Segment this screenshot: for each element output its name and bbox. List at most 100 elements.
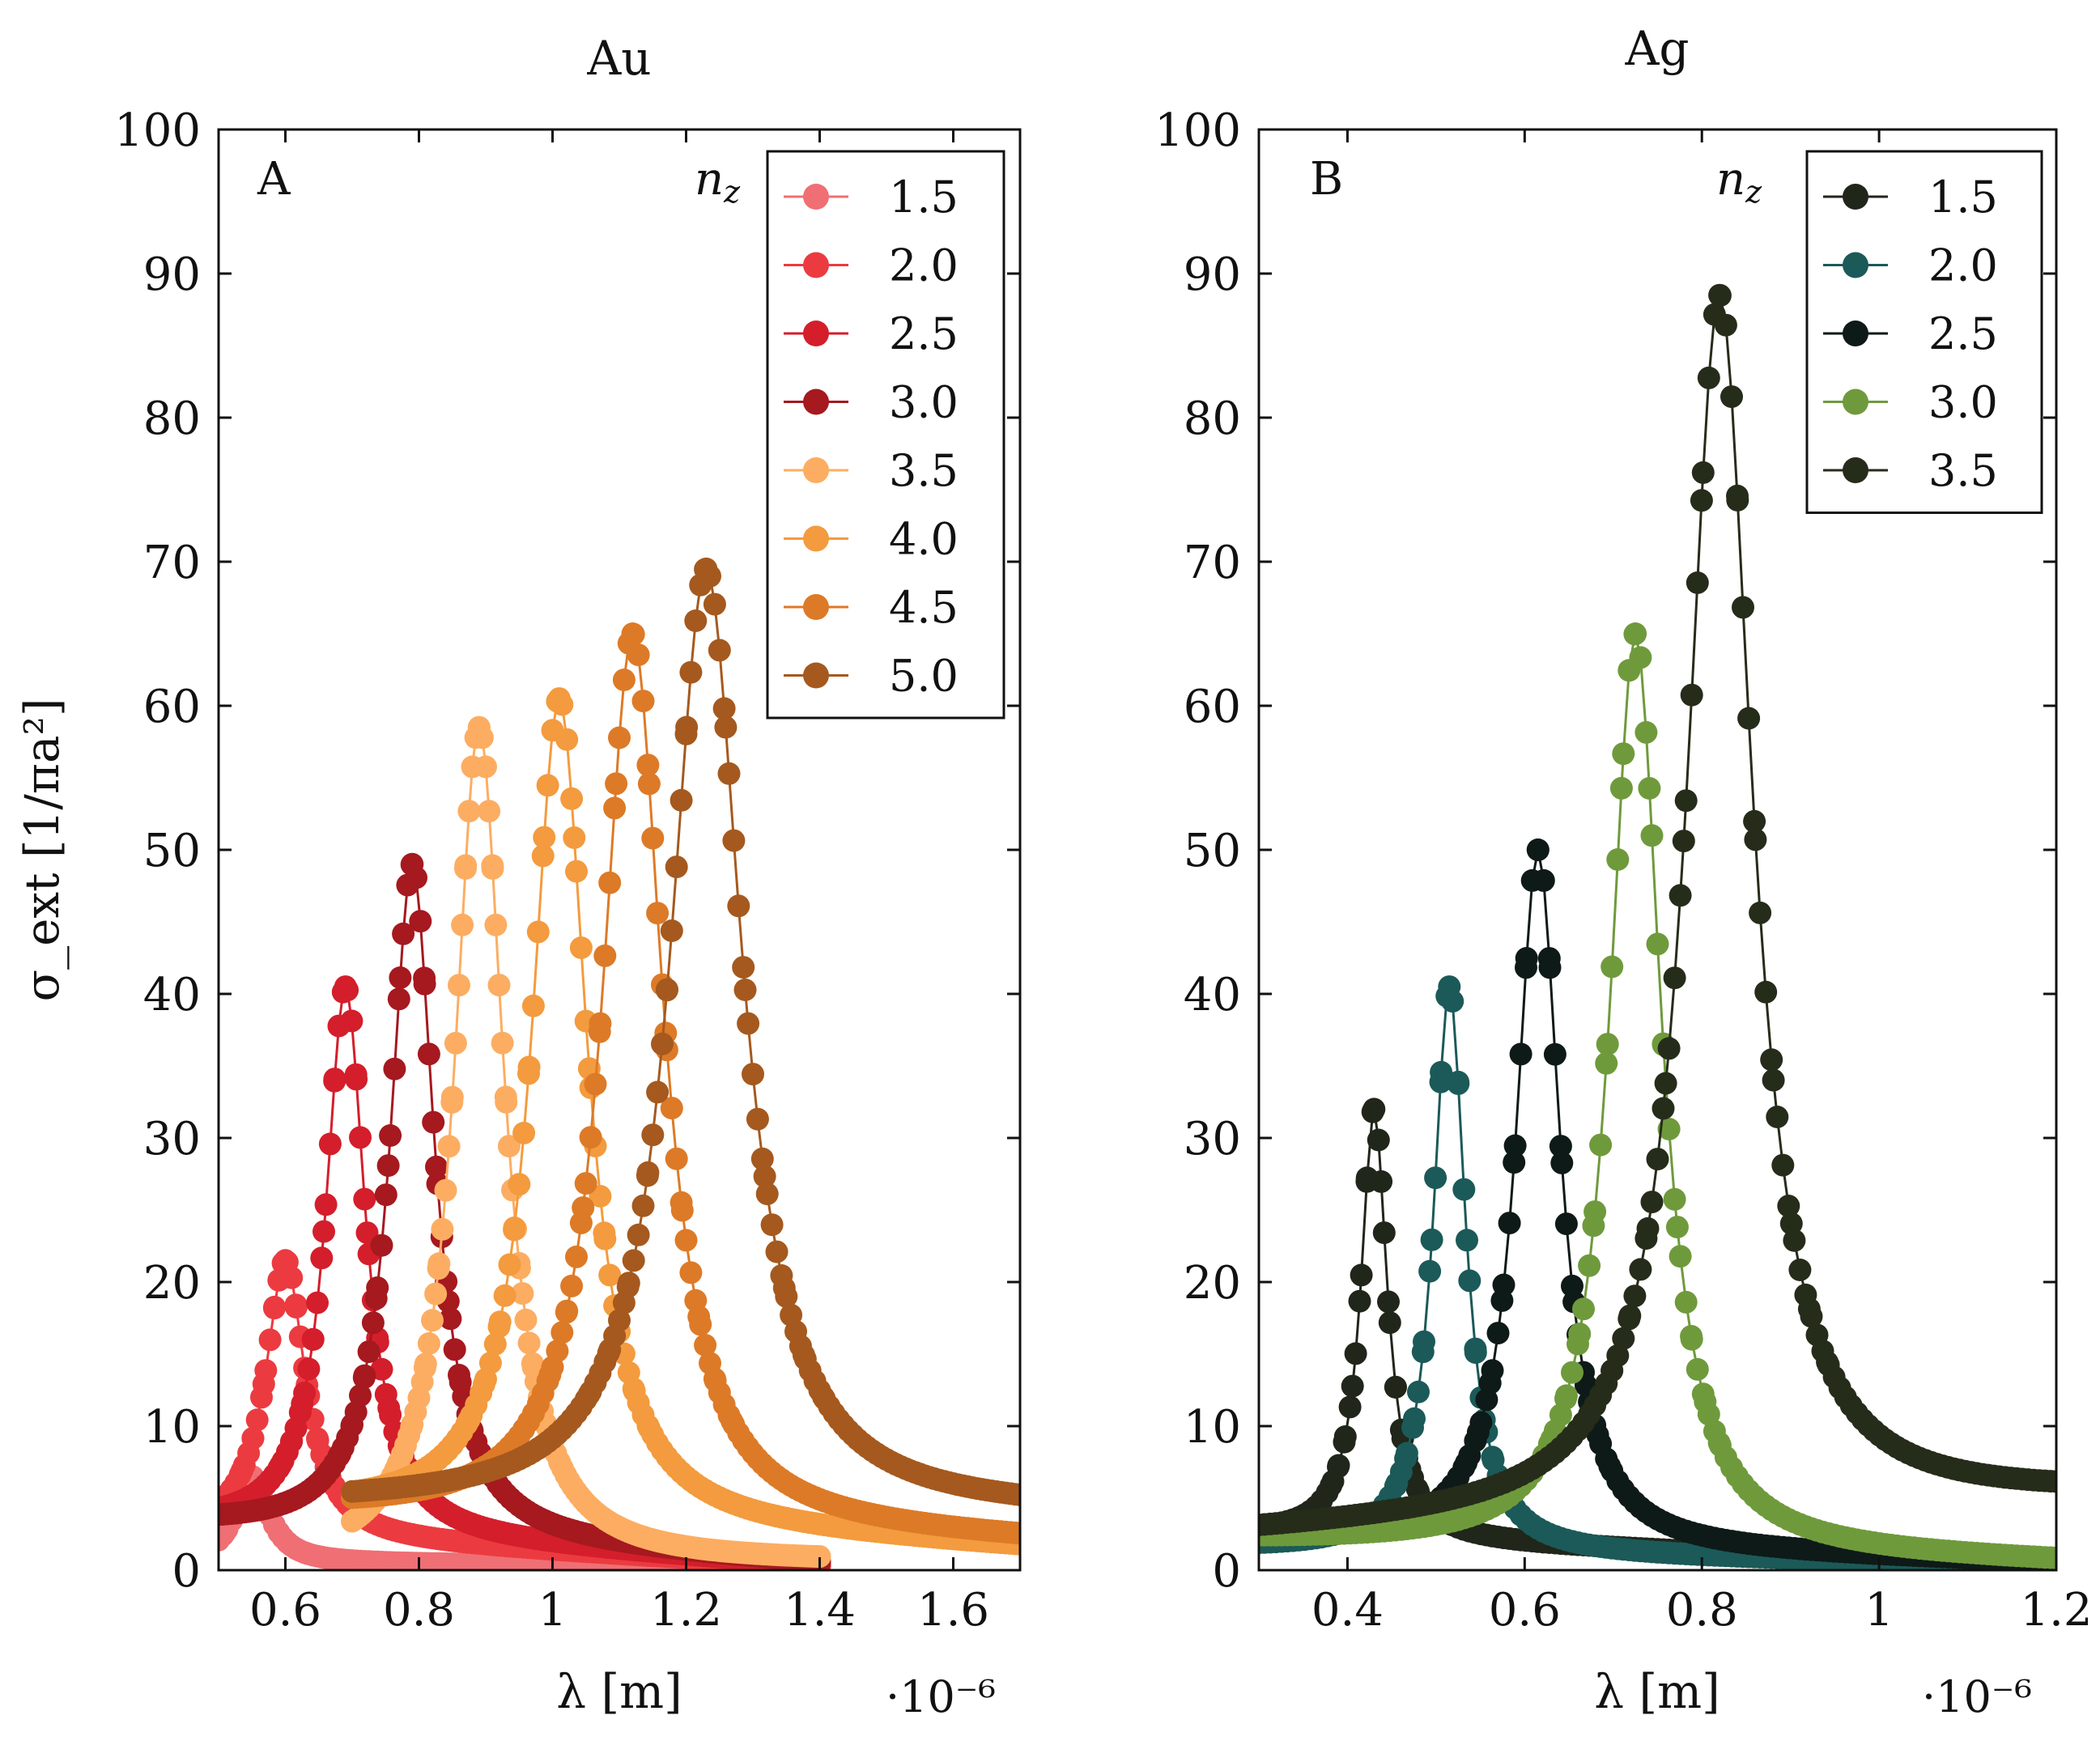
panel-ag-label: B — [1310, 153, 1343, 206]
au-data-point — [722, 829, 746, 852]
ag-data-point — [1367, 1128, 1390, 1152]
ag-data-point — [1526, 839, 1549, 861]
au-data-point — [670, 1199, 694, 1222]
au-data-point — [508, 1173, 531, 1196]
au-data-point — [760, 1213, 784, 1237]
au-ytick-label: 10 — [143, 1401, 201, 1454]
ag-legend-marker — [1843, 457, 1868, 483]
au-data-point — [312, 1220, 335, 1243]
au-series-3-5 — [341, 715, 831, 1569]
ag-ytick-label: 100 — [1154, 104, 1241, 157]
ag-data-point — [1403, 1407, 1426, 1430]
ag-legend-label: 3.5 — [1928, 445, 1998, 496]
au-data-point — [560, 787, 584, 810]
au-data-point — [605, 772, 628, 796]
au-data-point — [370, 1233, 393, 1257]
au-data-point — [641, 826, 665, 850]
ag-data-point — [1447, 1072, 1470, 1095]
au-data-point — [569, 936, 593, 959]
ag-data-point — [1669, 884, 1692, 907]
au-data-point — [733, 979, 757, 1001]
au-data-point — [660, 919, 683, 942]
au-xtick-label: 0.8 — [383, 1584, 455, 1637]
au-legend-marker — [803, 525, 829, 552]
au-data-point — [421, 1309, 444, 1332]
au-data-point — [589, 1012, 612, 1035]
au-data-point — [284, 1296, 308, 1319]
ag-data-point — [1636, 1216, 1660, 1240]
au-data-point — [514, 1308, 538, 1331]
ag-legend-box — [1805, 150, 2043, 514]
panel-au: Au 0 10 20 30 40 50 60 70 80 90 100 0.6 0.8 1 1.2 1.4 1.… — [15, 31, 1022, 1722]
au-legend-marker — [803, 321, 829, 346]
ag-data-point — [1766, 1106, 1789, 1128]
ag-data-point — [1720, 385, 1743, 409]
ag-data-point — [1441, 990, 1464, 1013]
ag-data-point — [1777, 1195, 1800, 1217]
ag-data-point — [1532, 868, 1555, 892]
ag-data-point — [1350, 1263, 1373, 1287]
au-data-point — [345, 1068, 368, 1091]
au-data-point — [451, 913, 474, 936]
ag-data-point — [1737, 707, 1761, 730]
au-legend-label: 3.0 — [889, 377, 959, 428]
au-data-point — [314, 1193, 338, 1216]
ag-data-point — [1771, 1153, 1795, 1177]
ag-legend-marker — [1843, 184, 1868, 210]
ag-data-point — [1430, 1060, 1453, 1084]
ag-data-point — [1344, 1342, 1367, 1365]
ag-ytick-label: 0 — [1212, 1545, 1241, 1598]
panel-ag-ticks: 0 10 20 30 40 50 60 70 80 90 100 0.4 0.6 0.8 1 1.2 — [1154, 104, 2092, 1637]
au-data-point — [572, 1196, 595, 1220]
ag-ytick-label: 60 — [1184, 681, 1241, 733]
ag-series-3-0 — [1259, 622, 2056, 1569]
ag-data-point — [1568, 1323, 1592, 1346]
au-data-point — [521, 994, 545, 1017]
ag-data-point — [1618, 1304, 1642, 1327]
ag-legend-label: 1.5 — [1928, 172, 1998, 223]
au-data-point — [323, 1068, 346, 1091]
ag-legend-label: 3.0 — [1928, 377, 1998, 428]
ag-data-point — [1686, 571, 1709, 594]
au-data-point — [533, 826, 556, 849]
au-data-point — [627, 1223, 650, 1246]
au-data-point — [409, 910, 432, 933]
ag-data-point — [1418, 1259, 1442, 1283]
au-data-point — [551, 693, 574, 716]
au-legend-marker — [803, 388, 829, 415]
panel-ag-series — [1259, 283, 2056, 1570]
au-data-point — [750, 1147, 774, 1170]
au-data-point — [306, 1291, 329, 1314]
ag-data-point — [1726, 489, 1749, 512]
ag-data-point — [1652, 1097, 1675, 1120]
ag-data-point — [1674, 789, 1698, 813]
au-data-point — [254, 1359, 278, 1382]
au-data-point — [361, 1311, 385, 1335]
ag-data-point — [1800, 1305, 1823, 1328]
au-data-point — [563, 826, 586, 849]
au-data-point — [565, 1245, 588, 1268]
au-data-point — [679, 1261, 703, 1284]
au-data-point — [484, 913, 508, 936]
au-data-point — [241, 1427, 265, 1450]
au-data-point — [694, 1334, 717, 1357]
au-legend-label: 2.0 — [889, 240, 959, 291]
au-data-point — [593, 944, 617, 967]
au-series-5-0 — [341, 557, 1020, 1506]
ag-data-point — [1714, 313, 1737, 337]
ag-data-point — [1669, 1245, 1692, 1268]
ag-data-point — [1788, 1259, 1812, 1281]
ag-data-point — [1578, 1254, 1601, 1277]
ag-data-point — [1572, 1297, 1595, 1321]
au-data-point — [425, 1155, 448, 1178]
au-legend-box — [766, 150, 1005, 720]
au-series-4-5 — [341, 622, 1020, 1545]
ag-data-point — [1665, 1216, 1689, 1239]
au-data-point — [493, 1284, 516, 1307]
au-data-point — [405, 866, 427, 889]
au-data-point — [631, 690, 655, 713]
au-data-point — [383, 1057, 406, 1081]
ag-data-point — [1657, 1118, 1681, 1140]
au-data-point — [336, 979, 359, 1002]
au-data-point — [608, 726, 631, 749]
